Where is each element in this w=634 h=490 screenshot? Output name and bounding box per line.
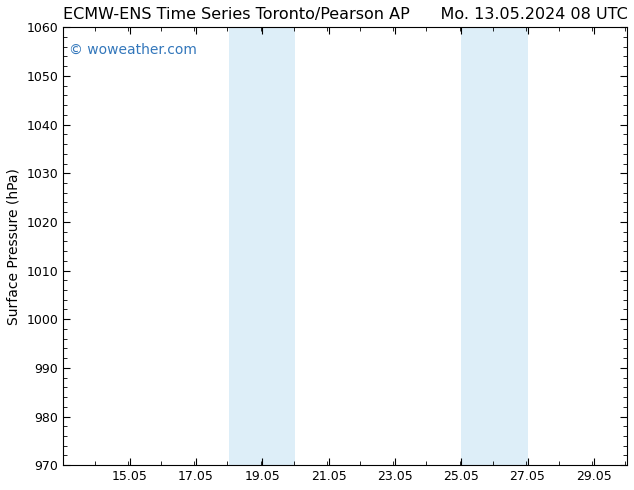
Y-axis label: Surface Pressure (hPa): Surface Pressure (hPa) [7,168,21,325]
Text: © woweather.com: © woweather.com [69,43,197,57]
Title: ECMW-ENS Time Series Toronto/Pearson AP      Mo. 13.05.2024 08 UTC: ECMW-ENS Time Series Toronto/Pearson AP … [63,7,628,22]
Bar [495,27,527,465]
Bar [229,27,262,465]
Bar [262,27,295,465]
Bar [461,27,495,465]
